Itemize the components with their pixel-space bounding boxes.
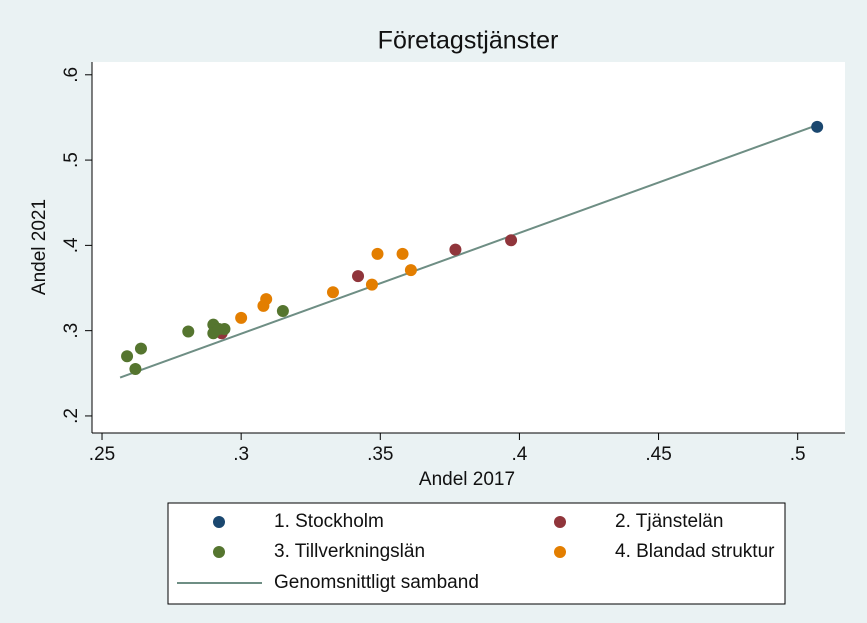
legend-swatch bbox=[213, 546, 225, 558]
scatter-point bbox=[182, 325, 195, 338]
x-axis-label: Andel 2017 bbox=[419, 469, 515, 490]
scatter-point bbox=[326, 286, 339, 299]
y-tick-label: .5 bbox=[61, 152, 82, 168]
legend-swatch bbox=[554, 546, 566, 558]
scatter-point bbox=[404, 264, 417, 277]
y-axis-label: Andel 2021 bbox=[29, 199, 50, 295]
legend-label: 1. Stockholm bbox=[274, 511, 384, 532]
scatter-point bbox=[121, 350, 134, 363]
chart-title: Företagstjänster bbox=[378, 27, 559, 55]
scatter-point bbox=[449, 243, 462, 256]
y-tick-label: .3 bbox=[61, 323, 82, 339]
scatter-point bbox=[134, 342, 147, 355]
scatter-point bbox=[505, 234, 518, 247]
legend-swatch bbox=[554, 516, 566, 528]
y-tick-label: .6 bbox=[61, 67, 82, 83]
x-tick-label: .25 bbox=[89, 444, 115, 465]
y-tick-label: .2 bbox=[61, 408, 82, 424]
scatter-point bbox=[352, 270, 365, 283]
scatter-point bbox=[260, 293, 273, 306]
scatter-point bbox=[365, 278, 378, 291]
scatter-point bbox=[235, 311, 248, 324]
scatter-point bbox=[811, 120, 824, 133]
legend-label: 4. Blandad struktur bbox=[615, 541, 775, 562]
x-tick-label: .45 bbox=[645, 444, 671, 465]
x-tick-label: .5 bbox=[790, 444, 806, 465]
legend-label: Genomsnittligt samband bbox=[274, 572, 479, 593]
legend bbox=[167, 502, 786, 605]
legend-swatch bbox=[213, 516, 225, 528]
scatter-point bbox=[218, 322, 231, 335]
scatter-point bbox=[276, 305, 289, 318]
legend-label: 3. Tillverkningslän bbox=[274, 541, 425, 562]
legend-label: 2. Tjänstelän bbox=[615, 511, 723, 532]
x-tick-label: .35 bbox=[367, 444, 393, 465]
plot-area bbox=[92, 62, 845, 433]
scatter-point bbox=[396, 247, 409, 260]
y-tick-label: .4 bbox=[61, 237, 82, 253]
scatter-point bbox=[129, 363, 142, 376]
scatter-point bbox=[371, 247, 384, 260]
x-tick-label: .4 bbox=[511, 444, 527, 465]
x-tick-label: .3 bbox=[233, 444, 249, 465]
fit-line bbox=[119, 124, 818, 379]
